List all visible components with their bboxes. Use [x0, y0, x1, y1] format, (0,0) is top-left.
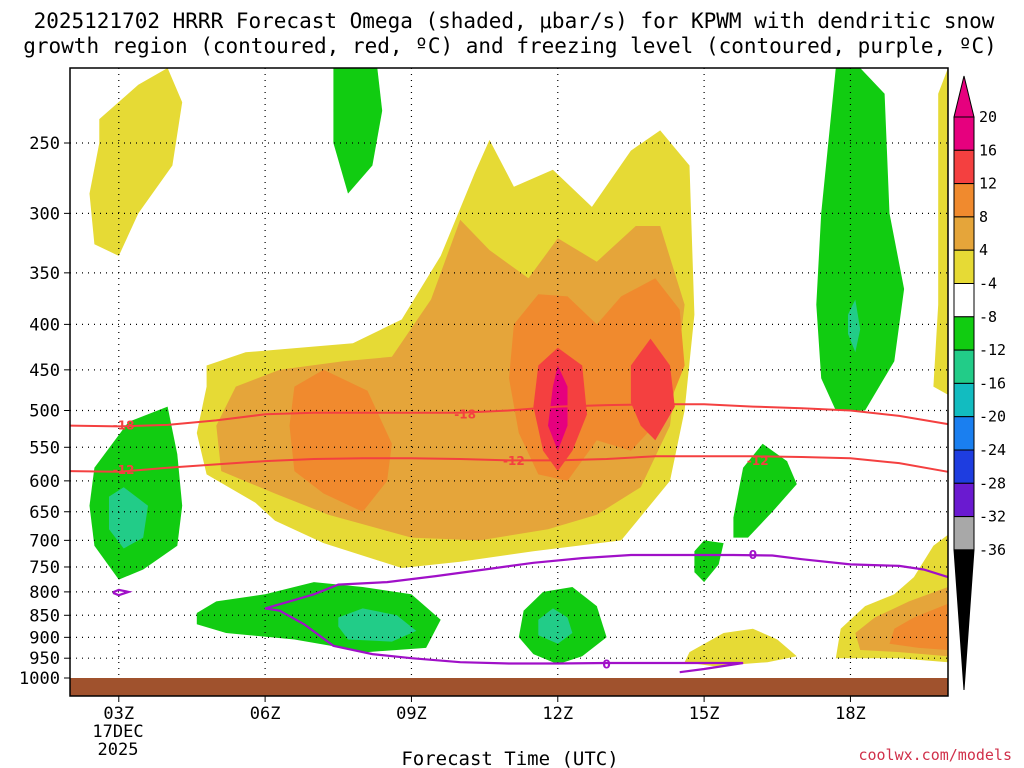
colorbar-label--4: -4	[979, 275, 997, 293]
y-tick-label-850: 850	[29, 606, 60, 626]
colorbar-label--36: -36	[979, 541, 1006, 559]
y-tick-label-350: 350	[29, 264, 60, 284]
omega-region-red-11	[630, 338, 675, 441]
colorbar-swatch--8	[953, 316, 975, 351]
ground-layer	[70, 678, 948, 696]
omega-region-orange-9	[889, 603, 948, 650]
chart-title-line1: 2025121702 HRRR Forecast Omega (shaded, …	[34, 9, 995, 33]
y-axis: 2503003504004505005506006507007508008509…	[19, 134, 70, 689]
y-tick-label-600: 600	[29, 472, 60, 492]
dgz-label-1-a: -12	[113, 463, 135, 477]
date-label-line2: 2025	[98, 740, 139, 760]
y-tick-label-450: 450	[29, 361, 60, 381]
colorbar-swatch-lowest	[953, 516, 975, 551]
y-tick-label-300: 300	[29, 204, 60, 224]
colorbar-swatch-4	[953, 249, 975, 284]
y-tick-label-550: 550	[29, 438, 60, 458]
y-tick-label-800: 800	[29, 583, 60, 603]
dgz-label-0-b: -18	[454, 407, 476, 421]
colorbar-label--28: -28	[979, 474, 1006, 492]
dgz-label-1-b: -12	[503, 454, 525, 468]
x-tick-label-12Z: 12Z	[542, 704, 573, 724]
colorbar-top-arrow	[953, 75, 975, 118]
omega-region-teal-20	[109, 487, 148, 549]
freezing-level-label-a: 0	[749, 548, 757, 562]
omega-region-green-17	[816, 68, 905, 411]
colorbar-label--20: -20	[979, 408, 1006, 426]
y-tick-label-750: 750	[29, 558, 60, 578]
omega-region-green-13	[89, 406, 183, 580]
x-tick-label-06Z: 06Z	[250, 704, 281, 724]
x-axis: 03Z 06Z 09Z 12Z 15Z 18Z	[103, 696, 866, 724]
colorbar-swatch--12	[953, 349, 975, 384]
omega-region-teal-22	[538, 608, 573, 644]
y-tick-label-950: 950	[29, 649, 60, 669]
freezing-level-small-loop	[112, 588, 133, 597]
dgz-contour--12	[69, 455, 949, 473]
colorbar-label-20: 20	[979, 108, 997, 126]
colorbar-swatch-16	[953, 149, 975, 185]
y-tick-label-900: 900	[29, 628, 60, 648]
omega-region-orange-7	[289, 369, 392, 512]
colorbar-label-8: 8	[979, 208, 988, 226]
colorbar-label--8: -8	[979, 308, 997, 326]
freezing-level-label-b: 0	[602, 657, 610, 671]
colorbar-swatch--16	[953, 382, 975, 418]
y-tick-label-400: 400	[29, 315, 60, 335]
omega-region-yellow-4	[684, 628, 797, 667]
colorbar-label--32: -32	[979, 508, 1006, 526]
credit-text[interactable]: coolwx.com/models	[858, 746, 1012, 764]
x-tick-label-18Z: 18Z	[835, 704, 866, 724]
colorbar-swatch-8	[953, 216, 975, 251]
x-tick-label-09Z: 09Z	[396, 704, 427, 724]
y-tick-label-500: 500	[29, 402, 60, 422]
omega-region-green-19	[694, 540, 724, 583]
colorbar-swatch--20	[953, 416, 975, 451]
dgz-label-1-c: -12	[747, 454, 769, 468]
y-tick-label-1000: 1000	[19, 669, 60, 689]
omega-region-teal-21	[338, 608, 417, 642]
colorbar-swatch--28	[953, 482, 975, 518]
dgz-label-0-a: -18	[113, 419, 135, 433]
colorbar-swatch-20	[953, 116, 975, 151]
colorbar: 20 16 12 8 4 -4 -8 -12 -16 -20 -24 -28 -32 -36	[953, 75, 1006, 691]
colorbar-bottom-arrow	[953, 549, 975, 691]
colorbar-label-16: 16	[979, 141, 997, 159]
colorbar-label-12: 12	[979, 175, 997, 193]
x-tick-label-15Z: 15Z	[689, 704, 720, 724]
x-tick-label-03Z: 03Z	[103, 704, 134, 724]
colorbar-label--12: -12	[979, 341, 1006, 359]
omega-region-yellow-0	[89, 68, 183, 256]
colorbar-swatch-12	[953, 183, 975, 218]
colorbar-label--16: -16	[979, 374, 1006, 392]
colorbar-swatch--24	[953, 449, 975, 484]
plot-frame	[69, 67, 949, 697]
date-label-line1: 17DEC	[92, 722, 143, 742]
omega-region-green-16	[333, 68, 383, 194]
colorbar-label-4: 4	[979, 241, 988, 259]
dgz-contour--18	[69, 403, 949, 428]
omega-region-magenta-12	[548, 365, 568, 451]
contour-layer: -18 -18 -12 -12 -12 0 0	[69, 403, 949, 674]
omega-shading-layer	[89, 68, 948, 667]
y-tick-label-700: 700	[29, 531, 60, 551]
omega-region-green-18	[733, 443, 797, 538]
y-tick-label-650: 650	[29, 503, 60, 523]
ground-strip	[70, 678, 948, 696]
x-axis-label: Forecast Time (UTC)	[401, 748, 618, 768]
colorbar-label--24: -24	[979, 441, 1006, 459]
freezing-level-contour	[264, 553, 949, 674]
omega-region-teal-23	[848, 299, 861, 353]
colorbar-swatch--4	[953, 283, 975, 318]
omega-region-yellow-3	[933, 68, 948, 395]
y-tick-label-250: 250	[29, 134, 60, 154]
chart-title-line2: growth region (contoured, red, ºC) and f…	[23, 34, 997, 58]
